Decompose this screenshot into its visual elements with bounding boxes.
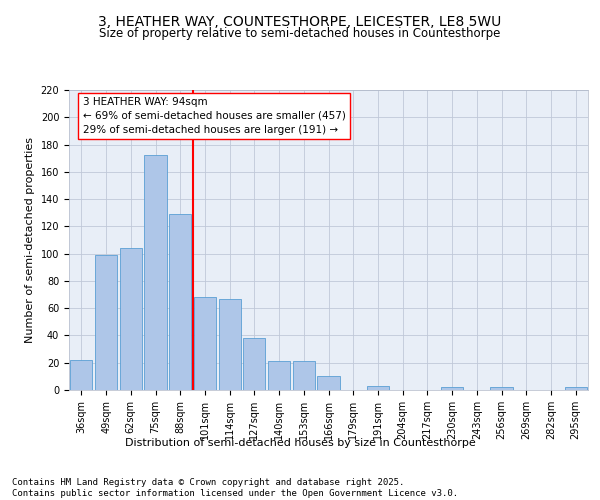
Bar	[490, 388, 512, 390]
Y-axis label: Number of semi-detached properties: Number of semi-detached properties	[25, 137, 35, 343]
Text: Size of property relative to semi-detached houses in Countesthorpe: Size of property relative to semi-detach…	[100, 28, 500, 40]
Bar	[145, 156, 167, 390]
Bar	[169, 214, 191, 390]
Bar	[367, 386, 389, 390]
Text: Distribution of semi-detached houses by size in Countesthorpe: Distribution of semi-detached houses by …	[125, 438, 475, 448]
Bar	[565, 388, 587, 390]
Text: 3, HEATHER WAY, COUNTESTHORPE, LEICESTER, LE8 5WU: 3, HEATHER WAY, COUNTESTHORPE, LEICESTER…	[98, 15, 502, 29]
Bar	[218, 298, 241, 390]
Bar	[243, 338, 265, 390]
Bar	[293, 362, 315, 390]
Bar	[70, 360, 92, 390]
Bar	[95, 255, 117, 390]
Bar	[119, 248, 142, 390]
Bar	[317, 376, 340, 390]
Text: 3 HEATHER WAY: 94sqm
← 69% of semi-detached houses are smaller (457)
29% of semi: 3 HEATHER WAY: 94sqm ← 69% of semi-detac…	[83, 97, 346, 135]
Bar	[268, 362, 290, 390]
Text: Contains HM Land Registry data © Crown copyright and database right 2025.
Contai: Contains HM Land Registry data © Crown c…	[12, 478, 458, 498]
Bar	[441, 388, 463, 390]
Bar	[194, 298, 216, 390]
